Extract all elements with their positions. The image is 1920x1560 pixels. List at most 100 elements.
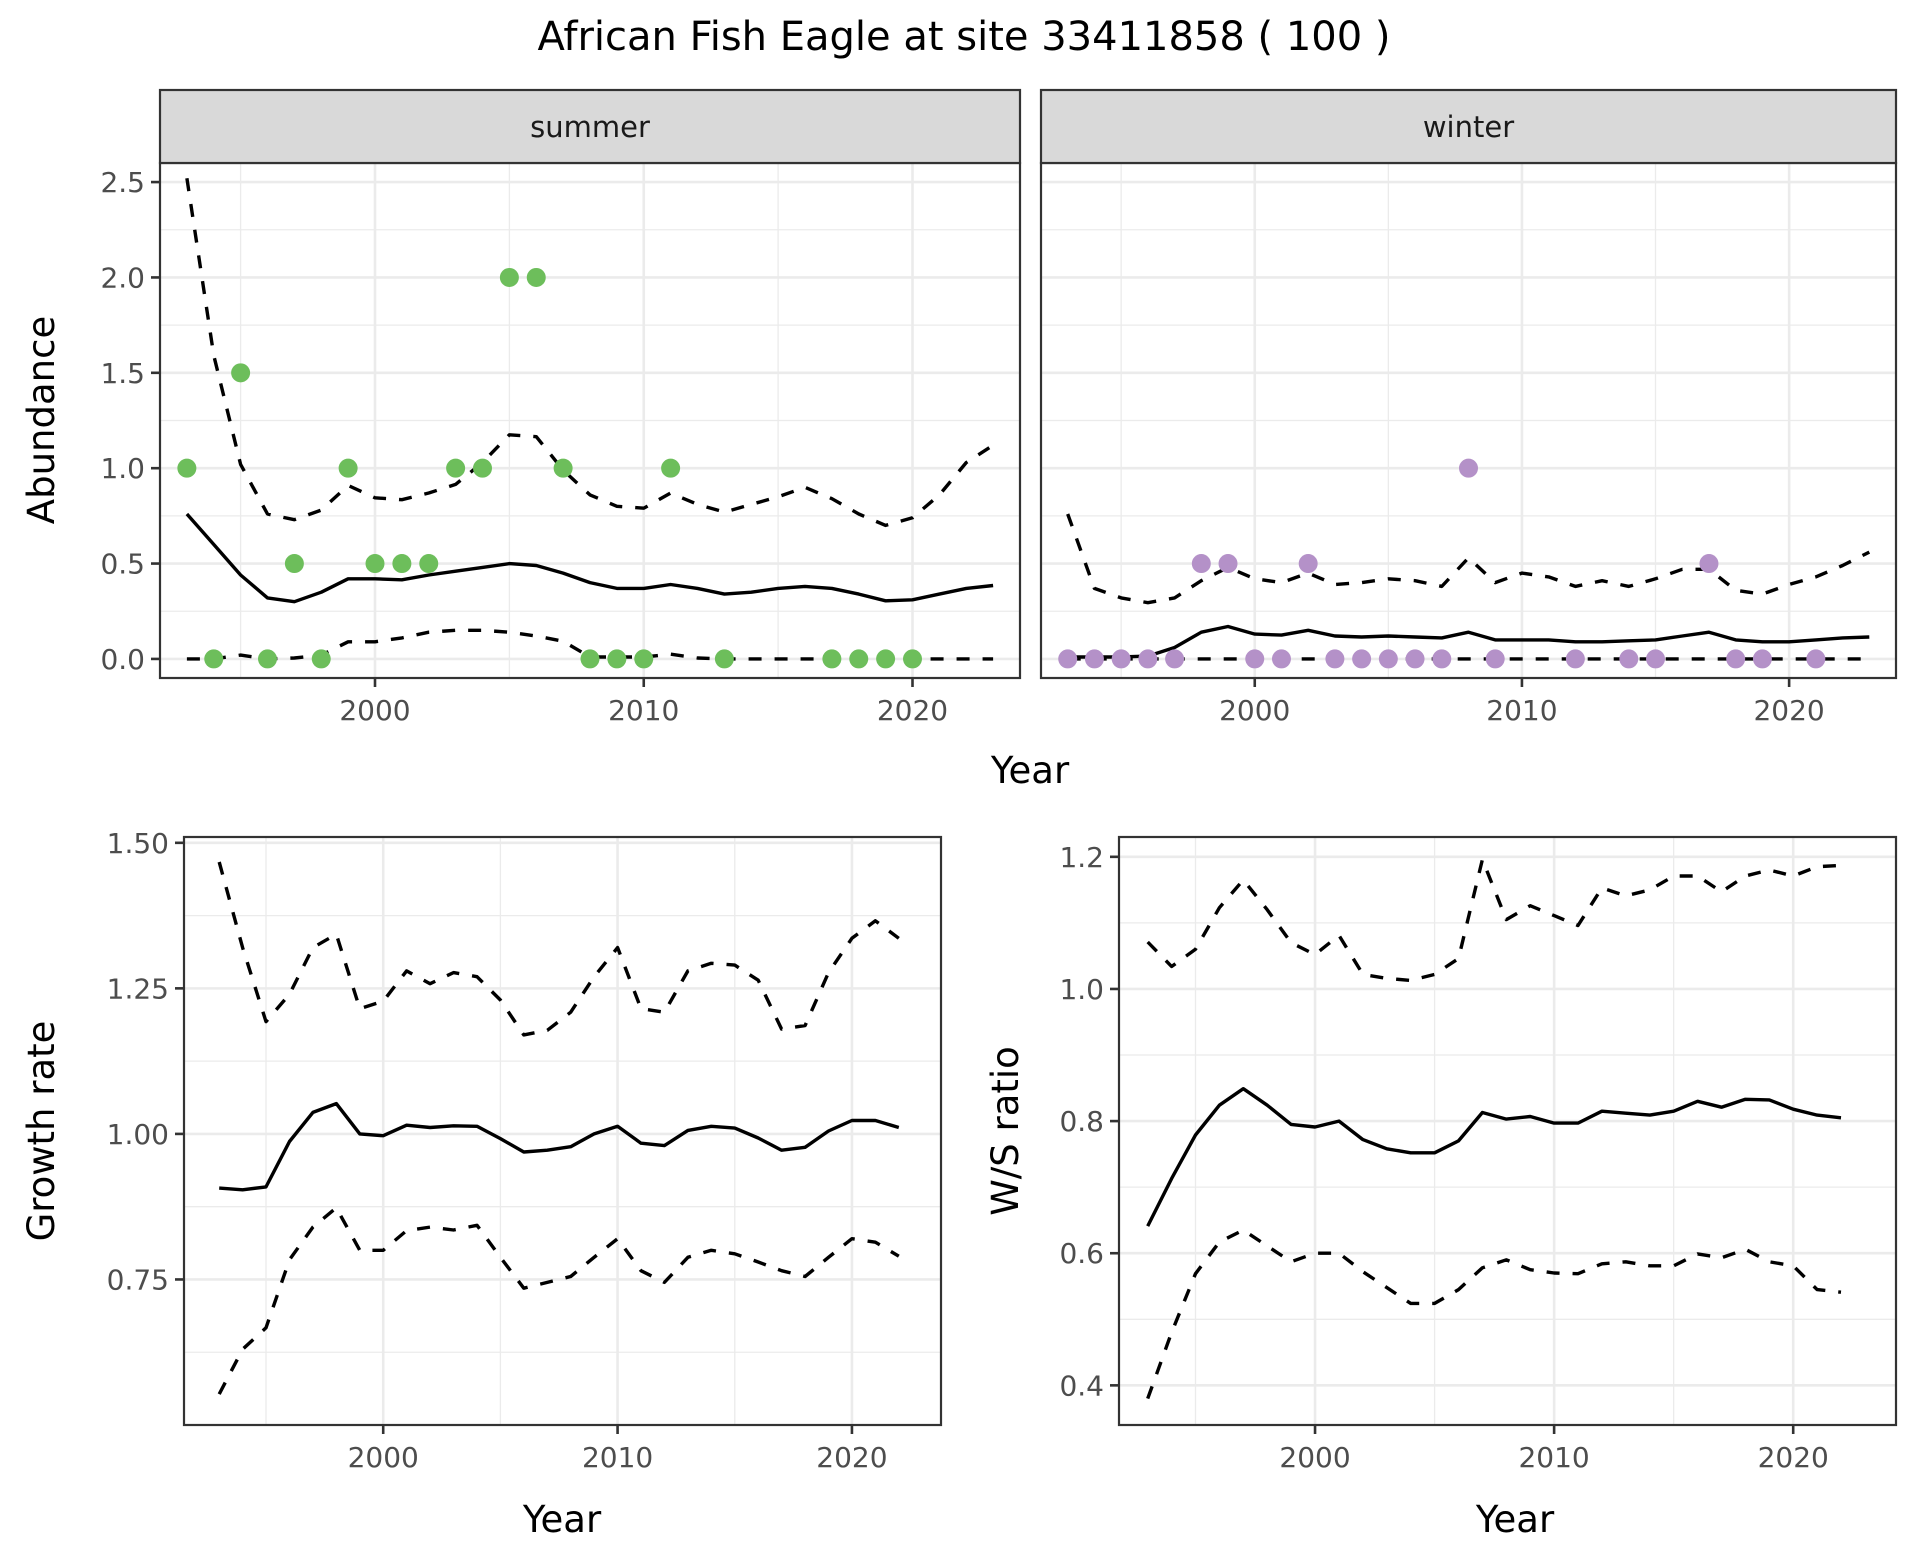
data-point <box>177 458 197 478</box>
x-tick-label: 2000 <box>339 694 410 727</box>
data-point <box>1432 649 1452 669</box>
panel-winter: 2000 2010 2020 winter <box>1039 88 1898 727</box>
growth-x-axis-title: Year <box>522 1498 602 1541</box>
data-point <box>876 649 896 669</box>
panel-border <box>182 835 943 1427</box>
ws-x-axis-title: Year <box>1475 1498 1555 1541</box>
y-tick-label: 0.6 <box>1059 1237 1104 1270</box>
series-line-mean <box>1067 624 1870 659</box>
data-point <box>1325 649 1345 669</box>
x-tick-label: 2010 <box>1518 1441 1589 1474</box>
series-line-mean <box>185 512 994 604</box>
data-point <box>1058 649 1078 669</box>
data-point <box>1352 649 1372 669</box>
series-line-mean <box>219 1101 900 1192</box>
panel-ws-ratio: 0.4 0.6 0.8 1.0 1.2 2000 2010 2020 <box>1059 835 1898 1474</box>
y-tick-label: 2.0 <box>100 261 145 294</box>
y-tick-label: 2.5 <box>100 166 145 199</box>
y-tick-label: 0.4 <box>1059 1369 1104 1402</box>
data-point <box>1191 554 1211 574</box>
facet-strip-label: winter <box>1423 110 1514 144</box>
facet-strip <box>158 88 1022 165</box>
panel-growth-rate: 0.75 1.00 1.25 1.50 2000 2010 2020 <box>107 827 943 1474</box>
growth-y-axis-title: Growth rate <box>20 1021 63 1242</box>
data-point <box>580 649 600 669</box>
figure-title: African Fish Eagle at site 33411858 ( 10… <box>537 14 1390 60</box>
data-point <box>1619 649 1639 669</box>
x-tick-label: 2000 <box>1219 694 1290 727</box>
data-point <box>1298 554 1318 574</box>
x-tick-label: 2020 <box>877 694 948 727</box>
data-point <box>1378 649 1398 669</box>
y-tick-label: 0.8 <box>1059 1105 1104 1138</box>
x-tick-label: 2020 <box>816 1441 887 1474</box>
data-point <box>446 458 466 478</box>
data-point <box>311 649 331 669</box>
x-tick-label: 2020 <box>1753 694 1824 727</box>
data-point <box>849 649 869 669</box>
data-point <box>1245 649 1265 669</box>
y-tick-label: 0.5 <box>100 548 145 581</box>
data-point <box>1646 649 1666 669</box>
data-point <box>338 458 358 478</box>
data-point <box>607 649 627 669</box>
data-point <box>231 363 251 383</box>
y-tick-label: 1.50 <box>107 827 169 860</box>
data-point <box>1218 554 1238 574</box>
data-point <box>903 649 922 669</box>
data-point <box>1084 649 1104 669</box>
data-point <box>1138 649 1158 669</box>
y-tick-label: 0.0 <box>100 643 145 676</box>
data-point <box>473 458 492 478</box>
data-point <box>1699 554 1719 574</box>
top-x-axis-title: Year <box>990 749 1070 792</box>
x-tick-label: 2000 <box>348 1441 419 1474</box>
series-line-mean <box>1146 1086 1842 1227</box>
x-tick-label: 2010 <box>1486 694 1557 727</box>
data-point <box>1752 649 1772 669</box>
series-line-upper <box>185 178 995 528</box>
data-point <box>714 649 734 669</box>
data-point <box>499 267 519 287</box>
x-tick-label: 2010 <box>608 694 679 727</box>
data-point <box>526 267 546 287</box>
data-point <box>1565 649 1585 669</box>
x-tick-label: 2010 <box>582 1441 653 1474</box>
ws-y-axis-title: W/S ratio <box>984 1046 1027 1216</box>
data-point <box>365 554 385 574</box>
x-tick-label: 2000 <box>1279 1441 1350 1474</box>
data-point <box>1806 649 1826 669</box>
data-point <box>1485 649 1505 669</box>
facet-strip-label: summer <box>530 110 650 144</box>
y-tick-label: 1.25 <box>107 972 169 1005</box>
data-point <box>1271 649 1291 669</box>
data-point <box>634 649 654 669</box>
data-point <box>1459 458 1478 478</box>
data-point <box>284 554 304 574</box>
y-tick-label: 0.75 <box>107 1263 169 1296</box>
data-point <box>1405 649 1425 669</box>
y-tick-label: 1.5 <box>100 357 145 390</box>
data-point <box>553 458 573 478</box>
y-tick-label: 1.2 <box>1059 841 1104 874</box>
data-point <box>204 649 224 669</box>
y-tick-label: 1.0 <box>1059 973 1104 1006</box>
y-tick-label: 1.00 <box>107 1118 169 1151</box>
data-point <box>1726 649 1746 669</box>
panel-summer: 0.0 0.5 1.0 1.5 2.0 2.5 2000 2010 2020 summer <box>100 88 1022 727</box>
series-line-lower <box>1146 1228 1842 1400</box>
abundance-y-axis-title: Abundance <box>20 316 63 524</box>
data-point <box>392 554 412 574</box>
x-tick-label: 2020 <box>1758 1441 1829 1474</box>
data-point <box>1165 649 1185 669</box>
data-point <box>419 554 439 574</box>
data-point <box>1111 649 1131 669</box>
y-tick-label: 1.0 <box>100 452 145 485</box>
data-point <box>822 649 842 669</box>
series-line-lower <box>217 1206 900 1395</box>
data-point <box>661 458 681 478</box>
facet-strip <box>1039 88 1898 165</box>
panel-border <box>1117 835 1898 1427</box>
